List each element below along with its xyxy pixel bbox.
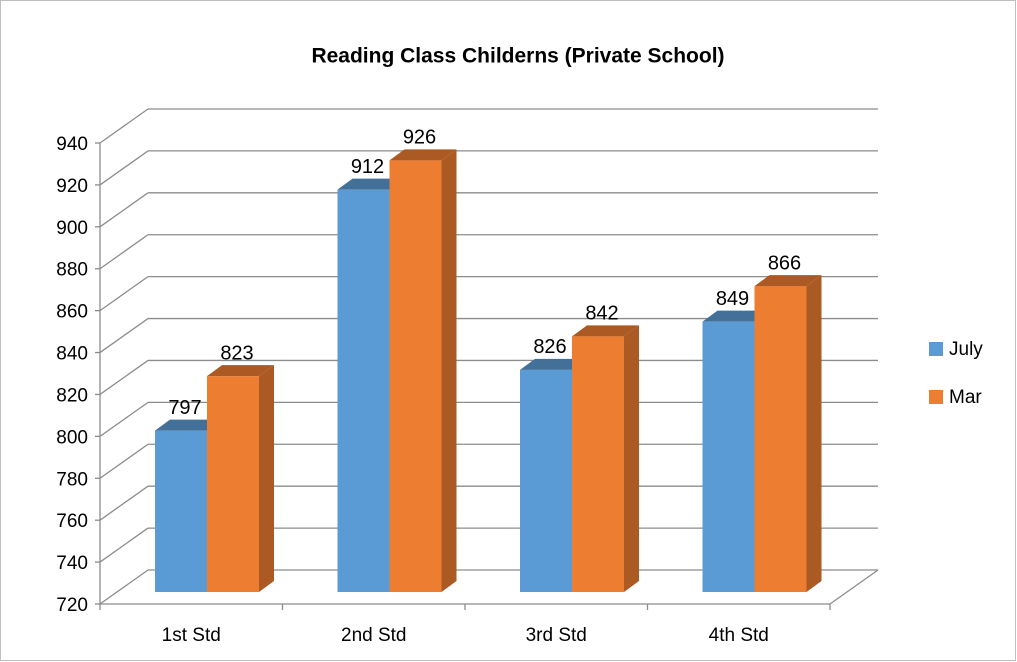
y-tick-label: 840 bbox=[56, 344, 88, 365]
y-tick-label: 860 bbox=[56, 302, 88, 323]
data-label: 797 bbox=[168, 397, 201, 419]
legend-swatch bbox=[929, 342, 943, 356]
bar-front bbox=[337, 189, 390, 592]
y-tick-label: 720 bbox=[56, 595, 88, 616]
grid-line bbox=[99, 527, 149, 563]
bar-side bbox=[806, 275, 822, 592]
bar-front bbox=[155, 430, 207, 592]
grid-line bbox=[99, 569, 149, 605]
bar-side bbox=[441, 149, 457, 592]
bar-top bbox=[520, 358, 587, 370]
y-tick-label: 900 bbox=[56, 218, 88, 239]
y-tick-label: 820 bbox=[56, 385, 88, 406]
grid-line bbox=[99, 150, 149, 186]
bar-front bbox=[572, 336, 624, 592]
bar-front bbox=[520, 369, 572, 592]
y-tick-label: 920 bbox=[56, 176, 88, 197]
y-tick-label: 760 bbox=[56, 511, 88, 532]
legend-label: Mar bbox=[949, 387, 982, 408]
y-tick-label: 940 bbox=[56, 134, 88, 155]
grid-line bbox=[99, 318, 149, 354]
data-label: 926 bbox=[403, 127, 436, 149]
data-label: 823 bbox=[220, 342, 253, 364]
grid-line bbox=[99, 108, 149, 144]
y-tick-label: 880 bbox=[56, 260, 88, 281]
grid-line bbox=[99, 276, 149, 312]
x-tick-label: 2nd Std bbox=[341, 625, 407, 646]
data-label: 842 bbox=[585, 303, 618, 325]
grid-line bbox=[99, 401, 149, 437]
grid-line bbox=[99, 234, 149, 270]
bar-top bbox=[207, 365, 274, 377]
grid-line bbox=[99, 443, 149, 479]
y-tick-label: 740 bbox=[56, 553, 88, 574]
data-label: 849 bbox=[716, 288, 749, 310]
x-tick-label: 1st Std bbox=[162, 625, 221, 646]
x-tick-label: 3rd Std bbox=[526, 625, 587, 646]
grid-line bbox=[99, 192, 149, 228]
bar-top bbox=[572, 325, 639, 337]
y-tick-label: 800 bbox=[56, 427, 88, 448]
bar-side bbox=[259, 365, 274, 592]
bar-top bbox=[702, 310, 770, 322]
legend-label: July bbox=[949, 339, 983, 360]
bar-side bbox=[624, 325, 639, 592]
bar-front bbox=[754, 286, 807, 592]
bar-front bbox=[207, 376, 259, 592]
chart-title: Reading Class Childerns (Private School) bbox=[311, 45, 724, 68]
data-label: 866 bbox=[768, 252, 801, 274]
bar-top bbox=[389, 149, 457, 161]
y-tick-label: 780 bbox=[56, 469, 88, 490]
data-label: 912 bbox=[351, 156, 384, 178]
data-label: 826 bbox=[533, 336, 566, 358]
bar-front bbox=[702, 321, 755, 592]
bar-top bbox=[754, 275, 822, 287]
bar-top bbox=[155, 419, 222, 431]
grid-line bbox=[99, 485, 149, 521]
x-tick-label: 4th Std bbox=[709, 625, 769, 646]
grid-line bbox=[99, 359, 149, 395]
bar-top bbox=[337, 178, 405, 190]
bar-front bbox=[389, 160, 442, 592]
floor-right bbox=[829, 569, 879, 605]
legend-swatch bbox=[929, 390, 943, 404]
